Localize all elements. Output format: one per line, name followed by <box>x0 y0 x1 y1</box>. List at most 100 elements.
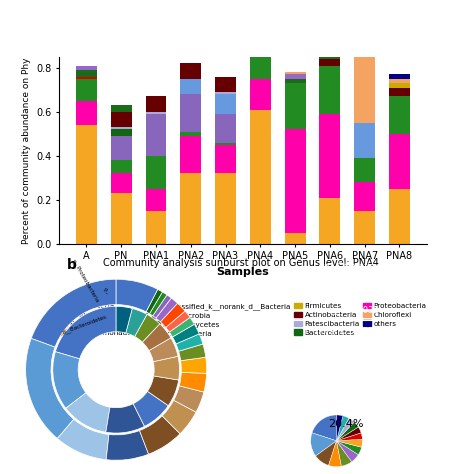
Bar <box>250 79 271 109</box>
Bar <box>389 74 410 79</box>
Bar <box>76 66 97 70</box>
Bar <box>389 97 410 134</box>
Bar <box>146 112 166 114</box>
Bar <box>215 143 236 145</box>
Bar <box>146 156 166 189</box>
Bar <box>354 158 375 182</box>
Wedge shape <box>337 427 361 441</box>
Bar <box>76 77 97 79</box>
Wedge shape <box>57 419 109 460</box>
Bar <box>180 94 201 132</box>
Bar <box>146 211 166 244</box>
Wedge shape <box>153 356 180 380</box>
Wedge shape <box>312 415 337 441</box>
Bar <box>389 79 410 83</box>
Wedge shape <box>106 430 148 460</box>
Wedge shape <box>337 422 358 441</box>
Bar <box>250 39 271 79</box>
Wedge shape <box>316 441 337 465</box>
Text: b: b <box>66 258 76 272</box>
Text: f__norank_o__SBR1031: f__norank_o__SBR1031 <box>305 326 401 335</box>
Bar <box>250 19 271 24</box>
Wedge shape <box>337 415 343 441</box>
Bar <box>285 233 306 244</box>
Bar <box>111 160 132 173</box>
Wedge shape <box>153 295 171 318</box>
Bar <box>250 24 271 39</box>
Bar <box>319 59 340 66</box>
Bar <box>389 134 410 189</box>
Wedge shape <box>337 418 354 441</box>
Bar <box>76 79 97 101</box>
Text: Community analysis sunburst plot on Genus level: PNA4: Community analysis sunburst plot on Genu… <box>103 258 379 268</box>
Wedge shape <box>173 324 199 344</box>
Bar <box>146 114 166 156</box>
Wedge shape <box>181 357 207 374</box>
Wedge shape <box>337 441 362 455</box>
Wedge shape <box>337 433 362 441</box>
Bar <box>76 70 97 77</box>
Wedge shape <box>337 441 352 466</box>
Wedge shape <box>55 306 116 359</box>
Bar <box>111 129 132 136</box>
Bar <box>319 114 340 198</box>
Bar <box>285 72 306 74</box>
Wedge shape <box>337 439 363 447</box>
Bar <box>180 136 201 173</box>
Wedge shape <box>176 334 203 351</box>
Text: o__SBR1031: o__SBR1031 <box>327 305 379 314</box>
Wedge shape <box>149 338 178 362</box>
Wedge shape <box>162 400 196 434</box>
Bar <box>76 101 97 125</box>
Bar <box>319 48 340 59</box>
Bar <box>215 145 236 173</box>
Bar <box>215 94 236 114</box>
Wedge shape <box>156 298 178 322</box>
Bar <box>111 136 132 160</box>
Bar <box>285 79 306 83</box>
Wedge shape <box>139 416 180 454</box>
Wedge shape <box>116 279 158 312</box>
Bar <box>180 64 201 79</box>
Bar <box>215 114 236 143</box>
Bar <box>354 53 375 123</box>
Bar <box>111 173 132 193</box>
Wedge shape <box>169 318 194 337</box>
Wedge shape <box>310 433 337 456</box>
Wedge shape <box>146 289 163 314</box>
Bar <box>285 129 306 233</box>
Wedge shape <box>179 344 206 361</box>
Text: p__Chloroflexi: p__Chloroflexi <box>324 262 383 271</box>
Text: 20.4%: 20.4% <box>328 419 364 428</box>
Bar <box>354 182 375 211</box>
Wedge shape <box>66 393 110 432</box>
Wedge shape <box>147 376 179 406</box>
Bar <box>389 83 410 88</box>
Bar <box>215 92 236 94</box>
Bar <box>389 189 410 244</box>
Bar <box>111 193 132 244</box>
Bar <box>180 79 201 94</box>
Wedge shape <box>337 416 349 441</box>
Bar <box>250 109 271 244</box>
Text: c__Anaerolineae: c__Anaerolineae <box>319 283 388 292</box>
Wedge shape <box>135 314 160 342</box>
Bar <box>389 88 410 97</box>
Wedge shape <box>160 303 185 328</box>
Wedge shape <box>126 309 147 337</box>
Text: p__Bacteroidetes: p__Bacteroidetes <box>62 314 108 335</box>
Wedge shape <box>53 352 86 408</box>
Y-axis label: Percent of community abundance on Phy: Percent of community abundance on Phy <box>22 57 31 244</box>
Wedge shape <box>106 404 145 433</box>
Bar <box>285 74 306 79</box>
Bar <box>111 112 132 127</box>
Wedge shape <box>179 373 207 392</box>
Bar <box>180 173 201 244</box>
Wedge shape <box>31 279 116 347</box>
Bar <box>111 127 132 129</box>
Wedge shape <box>26 338 74 438</box>
Wedge shape <box>133 391 168 426</box>
Text: p_: p_ <box>102 287 110 294</box>
Text: p__Proteobacteria: p__Proteobacteria <box>71 258 100 303</box>
Bar <box>180 132 201 136</box>
